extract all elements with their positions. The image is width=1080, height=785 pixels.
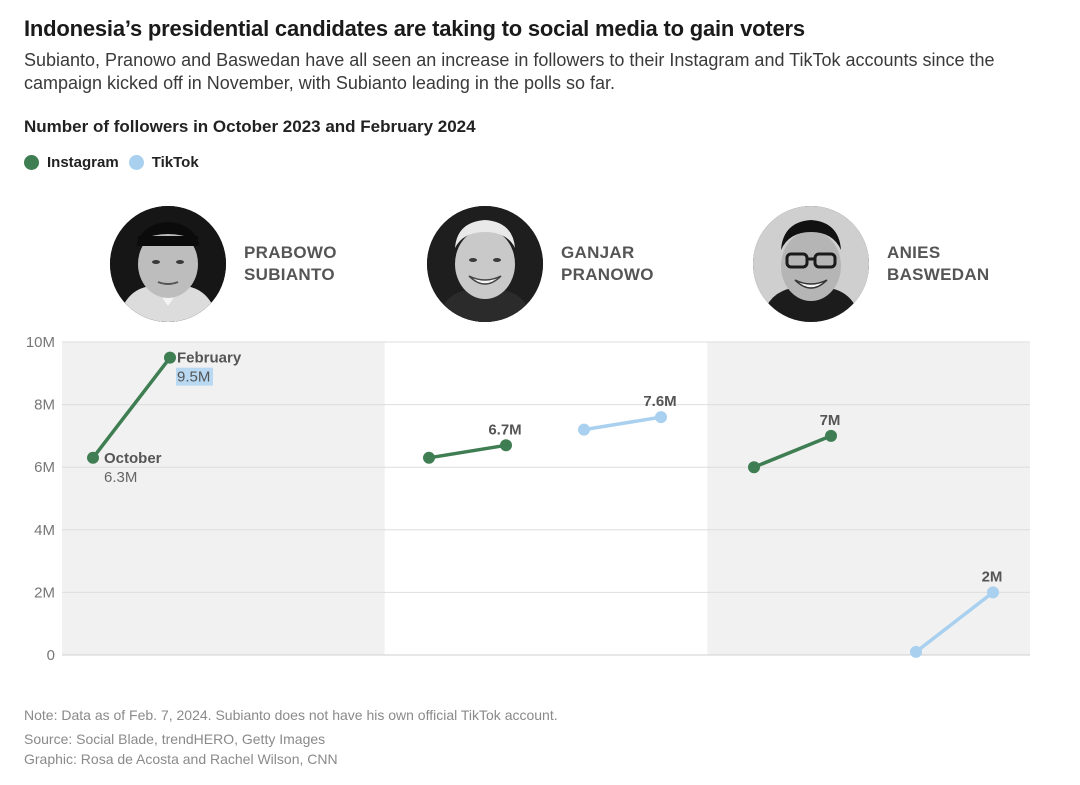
portrait-anies	[753, 206, 869, 322]
panel-background	[62, 342, 385, 655]
data-point-instagram	[825, 429, 837, 442]
series-line-instagram	[91, 355, 172, 460]
candidate-header-ganjar: GANJAR PRANOWO	[427, 206, 654, 322]
footer-graphic: Graphic: Rosa de Acosta and Rachel Wilso…	[24, 751, 338, 767]
y-tick-label: 10M	[26, 334, 55, 351]
legend: Instagram TikTok	[24, 154, 209, 171]
y-tick-label: 8M	[34, 397, 55, 414]
data-label-start: October	[104, 450, 162, 467]
data-point-instagram	[748, 461, 760, 474]
portrait-ganjar	[427, 206, 543, 322]
line-chart: 0 2M 4M 6M 8M 10M October 6.3M February 9.5M 6.7M…	[26, 334, 1030, 664]
y-tick-label: 6M	[34, 459, 55, 476]
instagram-swatch	[24, 155, 39, 170]
legend-label-tiktok: TikTok	[151, 154, 199, 171]
series-line-instagram	[752, 434, 833, 469]
data-label-end-value: 9.5M	[177, 369, 210, 386]
y-tick-label: 0	[47, 647, 55, 664]
data-point-instagram	[423, 451, 435, 464]
footer-note: Note: Data as of Feb. 7, 2024. Subianto …	[24, 707, 558, 723]
candidate-header-anies: ANIES BASWEDAN	[753, 206, 990, 322]
data-point-instagram	[87, 451, 99, 464]
data-label-value: 7M	[820, 412, 841, 429]
data-label-highlight	[176, 367, 213, 386]
y-tick-label: 2M	[34, 584, 55, 601]
candidate-name-prabowo: PRABOWO SUBIANTO	[244, 243, 337, 284]
data-label-value: 2M	[982, 568, 1003, 585]
data-label-end: February	[177, 350, 242, 367]
data-point-instagram	[500, 439, 512, 452]
series-line-instagram	[427, 443, 508, 460]
data-label-value: 7.6M	[643, 393, 676, 410]
series-line-tiktok	[582, 415, 663, 432]
data-point-tiktok	[655, 411, 667, 424]
panel-background	[707, 342, 1030, 655]
y-tick-label: 4M	[34, 522, 55, 539]
data-point-tiktok	[987, 586, 999, 599]
portrait-prabowo	[110, 206, 226, 322]
candidate-header-prabowo: PRABOWO SUBIANTO	[110, 206, 337, 322]
tiktok-swatch	[128, 155, 144, 170]
candidate-name-ganjar: GANJAR PRANOWO	[561, 243, 654, 284]
data-point-tiktok	[910, 645, 922, 658]
chart-heading: Number of followers in October 2023 and …	[24, 117, 476, 136]
series-line-tiktok	[914, 590, 995, 654]
candidate-name-anies: ANIES BASWEDAN	[887, 243, 990, 284]
footer: Note: Data as of Feb. 7, 2024. Subianto …	[24, 705, 558, 769]
legend-label-instagram: Instagram	[47, 154, 119, 171]
chart-subtitle: Subianto, Pranowo and Baswedan have all …	[24, 50, 995, 93]
legend-item-tiktok: TikTok	[128, 154, 199, 171]
chart-title: Indonesia’s presidential candidates are …	[24, 16, 805, 41]
data-label-start-value: 6.3M	[104, 469, 137, 486]
legend-item-instagram: Instagram	[24, 154, 119, 171]
footer-source: Source: Social Blade, trendHERO, Getty I…	[24, 731, 326, 747]
data-point-tiktok	[578, 423, 590, 436]
chart-header: Indonesia’s presidential candidates are …	[24, 14, 1054, 95]
data-label-value: 6.7M	[488, 421, 521, 438]
data-point-instagram	[164, 351, 176, 364]
